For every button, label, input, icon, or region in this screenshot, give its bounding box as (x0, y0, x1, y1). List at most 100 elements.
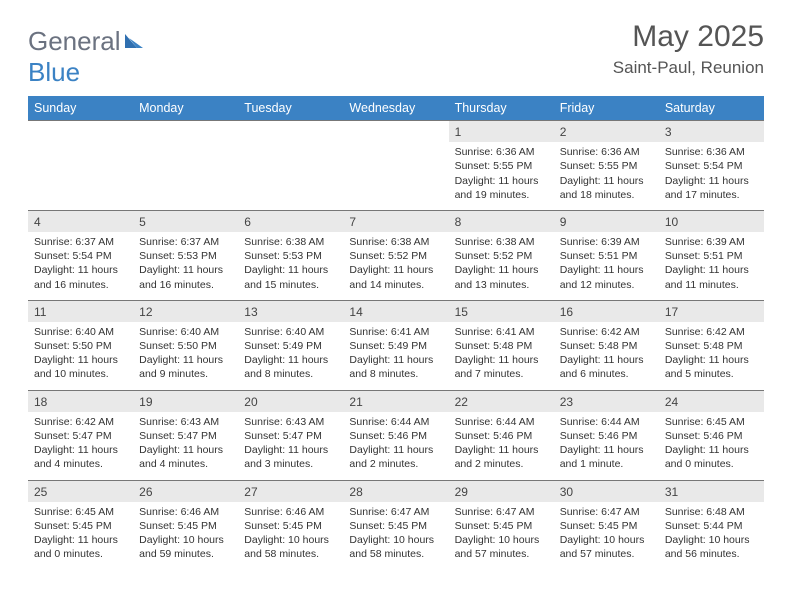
sunrise-text: Sunrise: 6:36 AM (560, 145, 653, 159)
daylight-text: Daylight: 10 hours and 59 minutes. (139, 533, 232, 561)
day-number: 9 (554, 210, 659, 232)
day-number: 26 (133, 480, 238, 502)
weekday-header: Thursday (449, 96, 554, 121)
day-number: 31 (659, 480, 764, 502)
day-number: 19 (133, 390, 238, 412)
sunset-text: Sunset: 5:51 PM (560, 249, 653, 263)
content-row: Sunrise: 6:37 AMSunset: 5:54 PMDaylight:… (28, 232, 764, 300)
day-cell: Sunrise: 6:45 AMSunset: 5:45 PMDaylight:… (28, 502, 133, 570)
weekday-header: Tuesday (238, 96, 343, 121)
sunset-text: Sunset: 5:51 PM (665, 249, 758, 263)
daylight-text: Daylight: 11 hours and 16 minutes. (139, 263, 232, 291)
day-cell: Sunrise: 6:46 AMSunset: 5:45 PMDaylight:… (133, 502, 238, 570)
daylight-text: Daylight: 11 hours and 13 minutes. (455, 263, 548, 291)
sunrise-text: Sunrise: 6:46 AM (139, 505, 232, 519)
sunrise-text: Sunrise: 6:41 AM (455, 325, 548, 339)
sunrise-text: Sunrise: 6:39 AM (560, 235, 653, 249)
day-number: 15 (449, 300, 554, 322)
daylight-text: Daylight: 11 hours and 12 minutes. (560, 263, 653, 291)
logo-word-1: General (28, 26, 121, 56)
daylight-text: Daylight: 10 hours and 57 minutes. (455, 533, 548, 561)
sunrise-text: Sunrise: 6:40 AM (244, 325, 337, 339)
day-cell: Sunrise: 6:38 AMSunset: 5:52 PMDaylight:… (449, 232, 554, 300)
day-number: 30 (554, 480, 659, 502)
sunset-text: Sunset: 5:52 PM (349, 249, 442, 263)
month-title: May 2025 (613, 20, 764, 54)
content-row: Sunrise: 6:45 AMSunset: 5:45 PMDaylight:… (28, 502, 764, 570)
day-number: 23 (554, 390, 659, 412)
sunrise-text: Sunrise: 6:47 AM (560, 505, 653, 519)
day-number: 4 (28, 210, 133, 232)
day-cell: Sunrise: 6:36 AMSunset: 5:54 PMDaylight:… (659, 142, 764, 210)
sunset-text: Sunset: 5:45 PM (349, 519, 442, 533)
day-cell-empty (238, 142, 343, 210)
day-cell: Sunrise: 6:44 AMSunset: 5:46 PMDaylight:… (343, 412, 448, 480)
sunrise-text: Sunrise: 6:36 AM (665, 145, 758, 159)
sunset-text: Sunset: 5:45 PM (560, 519, 653, 533)
sunrise-text: Sunrise: 6:45 AM (34, 505, 127, 519)
sunset-text: Sunset: 5:53 PM (244, 249, 337, 263)
daylight-text: Daylight: 10 hours and 58 minutes. (244, 533, 337, 561)
sunset-text: Sunset: 5:48 PM (665, 339, 758, 353)
sunset-text: Sunset: 5:47 PM (34, 429, 127, 443)
daylight-text: Daylight: 11 hours and 10 minutes. (34, 353, 127, 381)
day-number: 13 (238, 300, 343, 322)
day-number: 22 (449, 390, 554, 412)
daylight-text: Daylight: 11 hours and 5 minutes. (665, 353, 758, 381)
sunrise-text: Sunrise: 6:42 AM (34, 415, 127, 429)
sunrise-text: Sunrise: 6:42 AM (560, 325, 653, 339)
daynum-row: 18192021222324 (28, 390, 764, 412)
day-cell: Sunrise: 6:41 AMSunset: 5:48 PMDaylight:… (449, 322, 554, 390)
sunset-text: Sunset: 5:48 PM (455, 339, 548, 353)
day-cell-empty (133, 142, 238, 210)
daylight-text: Daylight: 10 hours and 57 minutes. (560, 533, 653, 561)
sunrise-text: Sunrise: 6:47 AM (349, 505, 442, 519)
content-row: Sunrise: 6:42 AMSunset: 5:47 PMDaylight:… (28, 412, 764, 480)
sunrise-text: Sunrise: 6:44 AM (455, 415, 548, 429)
logo-text: General Blue (28, 26, 145, 88)
sunset-text: Sunset: 5:47 PM (139, 429, 232, 443)
sunrise-text: Sunrise: 6:39 AM (665, 235, 758, 249)
day-number-empty (343, 121, 448, 143)
logo-sail-icon (123, 26, 145, 57)
sunset-text: Sunset: 5:54 PM (665, 159, 758, 173)
day-cell-empty (28, 142, 133, 210)
sunset-text: Sunset: 5:46 PM (349, 429, 442, 443)
weekday-header: Friday (554, 96, 659, 121)
daylight-text: Daylight: 11 hours and 15 minutes. (244, 263, 337, 291)
sunset-text: Sunset: 5:45 PM (139, 519, 232, 533)
sunset-text: Sunset: 5:45 PM (455, 519, 548, 533)
daylight-text: Daylight: 11 hours and 14 minutes. (349, 263, 442, 291)
day-number: 17 (659, 300, 764, 322)
sunset-text: Sunset: 5:50 PM (139, 339, 232, 353)
calendar-body: 123Sunrise: 6:36 AMSunset: 5:55 PMDaylig… (28, 121, 764, 570)
daylight-text: Daylight: 11 hours and 9 minutes. (139, 353, 232, 381)
day-cell: Sunrise: 6:40 AMSunset: 5:50 PMDaylight:… (133, 322, 238, 390)
day-cell: Sunrise: 6:38 AMSunset: 5:52 PMDaylight:… (343, 232, 448, 300)
daylight-text: Daylight: 11 hours and 3 minutes. (244, 443, 337, 471)
day-number: 24 (659, 390, 764, 412)
day-cell: Sunrise: 6:44 AMSunset: 5:46 PMDaylight:… (554, 412, 659, 480)
daylight-text: Daylight: 11 hours and 19 minutes. (455, 174, 548, 202)
day-number: 14 (343, 300, 448, 322)
daylight-text: Daylight: 11 hours and 18 minutes. (560, 174, 653, 202)
sunrise-text: Sunrise: 6:38 AM (455, 235, 548, 249)
day-cell: Sunrise: 6:37 AMSunset: 5:53 PMDaylight:… (133, 232, 238, 300)
sunrise-text: Sunrise: 6:48 AM (665, 505, 758, 519)
sunrise-text: Sunrise: 6:41 AM (349, 325, 442, 339)
sunrise-text: Sunrise: 6:37 AM (34, 235, 127, 249)
day-cell: Sunrise: 6:40 AMSunset: 5:50 PMDaylight:… (28, 322, 133, 390)
daylight-text: Daylight: 11 hours and 8 minutes. (244, 353, 337, 381)
day-cell: Sunrise: 6:47 AMSunset: 5:45 PMDaylight:… (343, 502, 448, 570)
daynum-row: 25262728293031 (28, 480, 764, 502)
daynum-row: 123 (28, 121, 764, 143)
sunrise-text: Sunrise: 6:40 AM (34, 325, 127, 339)
daylight-text: Daylight: 11 hours and 4 minutes. (139, 443, 232, 471)
day-cell: Sunrise: 6:47 AMSunset: 5:45 PMDaylight:… (554, 502, 659, 570)
location: Saint-Paul, Reunion (613, 58, 764, 78)
day-cell: Sunrise: 6:47 AMSunset: 5:45 PMDaylight:… (449, 502, 554, 570)
day-number: 11 (28, 300, 133, 322)
daynum-row: 11121314151617 (28, 300, 764, 322)
title-block: May 2025 Saint-Paul, Reunion (613, 20, 764, 78)
day-number: 1 (449, 121, 554, 143)
